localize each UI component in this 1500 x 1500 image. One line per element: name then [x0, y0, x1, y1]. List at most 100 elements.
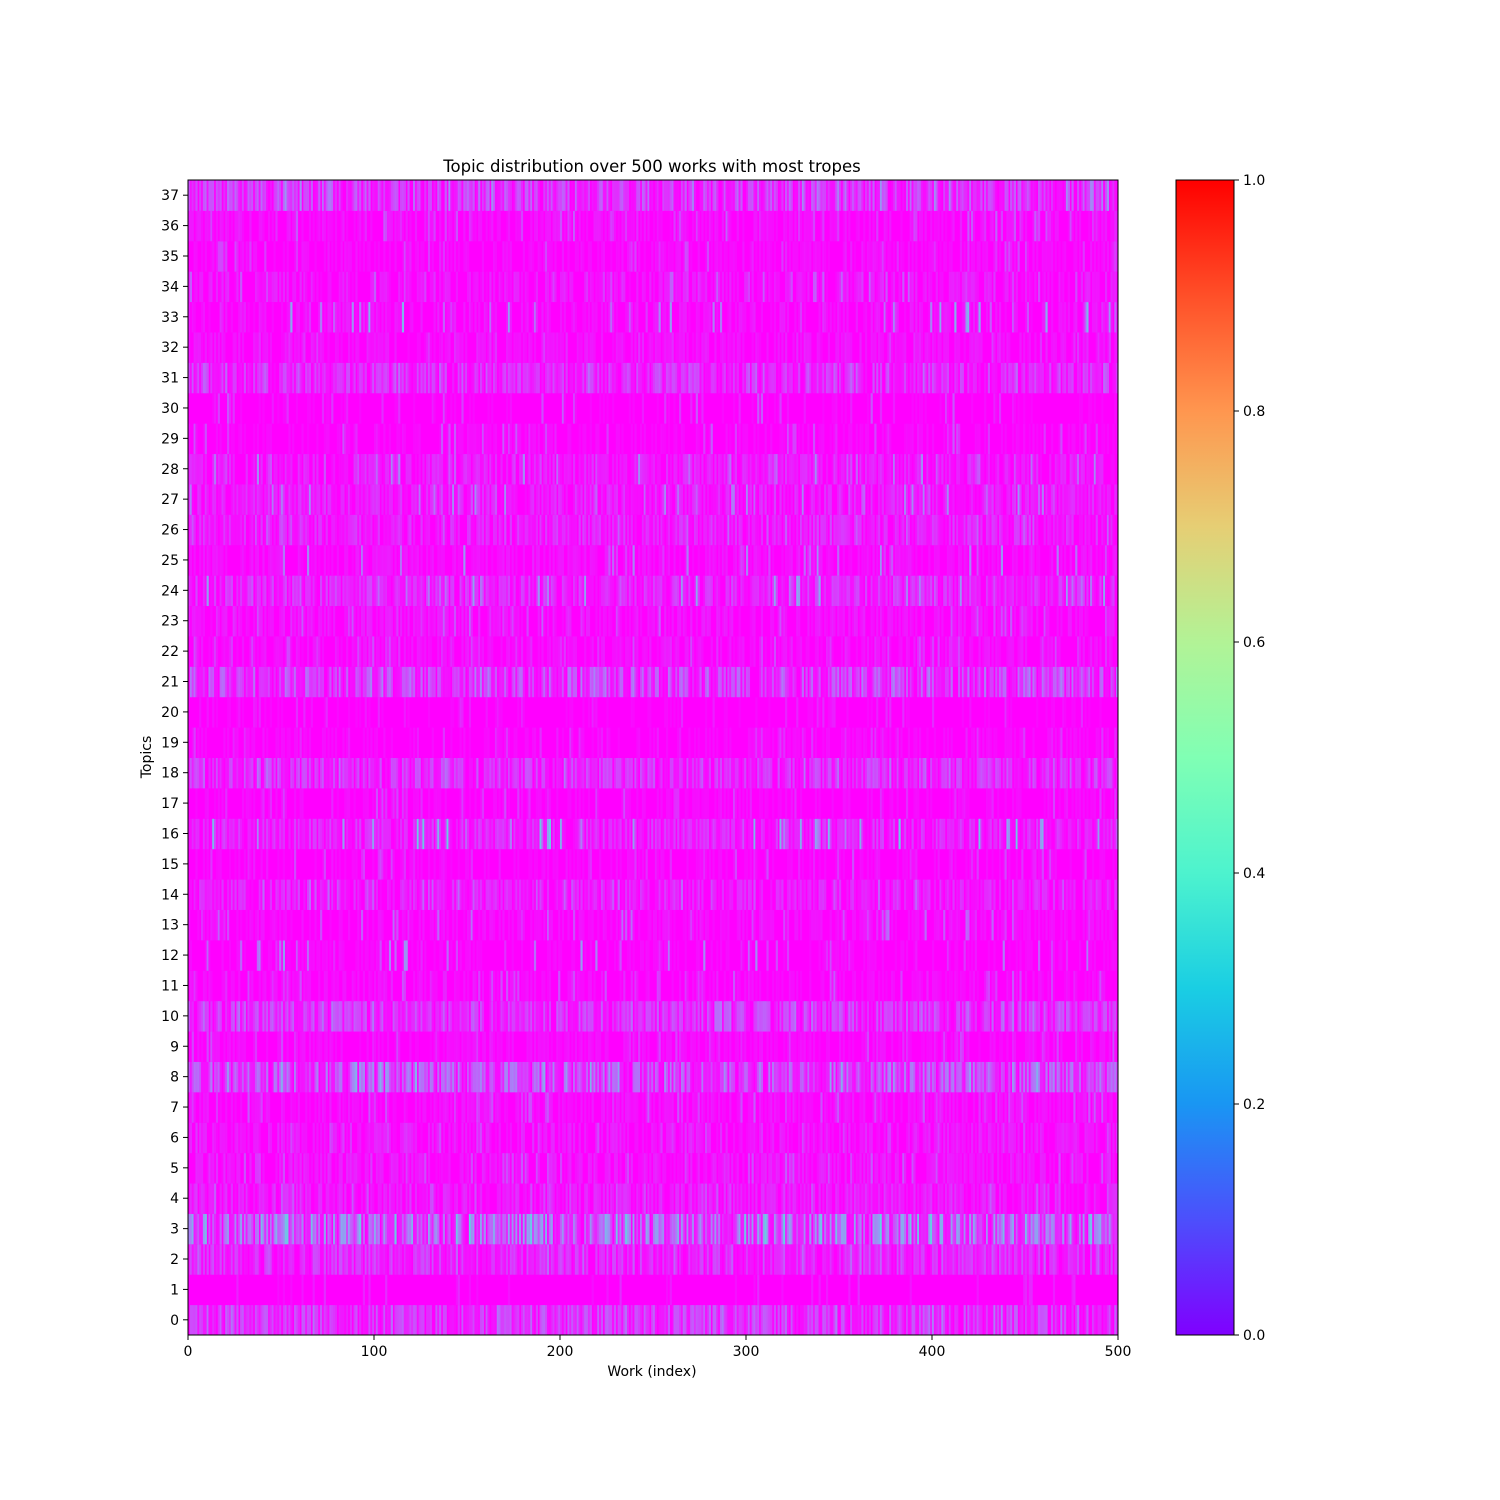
heatmap-cell — [1071, 1000, 1074, 1032]
heatmap-cell — [331, 1304, 334, 1336]
heatmap-cell — [612, 1091, 615, 1123]
heatmap-cell — [366, 1183, 369, 1214]
heatmap-cell — [214, 1213, 217, 1245]
heatmap-cell — [712, 1304, 715, 1336]
heatmap-cell — [1088, 1122, 1091, 1154]
heatmap-cell — [1093, 1091, 1096, 1123]
heatmap-cell — [798, 1061, 801, 1093]
heatmap-cell — [269, 1304, 272, 1336]
heatmap-cell — [1058, 939, 1061, 971]
heatmap-cell — [491, 1091, 494, 1123]
heatmap-cell — [400, 1152, 403, 1184]
heatmap-cell — [468, 1304, 472, 1336]
heatmap-cell — [424, 1152, 427, 1184]
heatmap-cell — [625, 1031, 628, 1062]
heatmap-cell — [533, 1061, 537, 1093]
heatmap-cell — [645, 1061, 648, 1093]
heatmap-cell — [770, 909, 773, 941]
heatmap-cell — [273, 970, 276, 1002]
heatmap-cell — [485, 1061, 488, 1093]
heatmap-cell — [667, 909, 671, 941]
heatmap-cell — [933, 1183, 937, 1214]
heatmap-cell — [879, 909, 883, 941]
heatmap-cell — [679, 1304, 682, 1336]
heatmap-cell — [827, 1031, 830, 1062]
heatmap-cell — [1108, 909, 1111, 941]
heatmap-cell — [1038, 970, 1041, 1002]
heatmap-cell — [455, 970, 458, 1002]
heatmap-cell — [928, 1183, 931, 1214]
heatmap-cell — [662, 1304, 665, 1336]
heatmap-cell — [932, 1304, 935, 1336]
heatmap-cell — [191, 1091, 194, 1123]
heatmap-cell — [918, 1000, 922, 1032]
heatmap-cell — [948, 939, 951, 971]
heatmap-cell — [972, 1183, 976, 1214]
heatmap-cell — [842, 1091, 845, 1123]
heatmap-cell — [909, 879, 912, 910]
heatmap-cell — [1101, 1000, 1104, 1032]
heatmap-cell — [835, 879, 838, 910]
heatmap-cell — [703, 939, 706, 971]
heatmap-cell — [390, 970, 393, 1002]
heatmap-cell — [351, 1000, 354, 1032]
heatmap-cell — [368, 1274, 371, 1306]
heatmap-cell — [450, 1061, 453, 1093]
heatmap-cell — [303, 1031, 306, 1062]
heatmap-cell — [1088, 970, 1091, 1002]
heatmap-cell — [866, 970, 870, 1002]
heatmap-cell — [530, 970, 533, 1002]
heatmap-cell — [643, 1152, 646, 1184]
heatmap-cell — [390, 1152, 393, 1184]
heatmap-cell — [1112, 848, 1115, 880]
heatmap-cell — [403, 1243, 406, 1275]
heatmap-cell — [1099, 1243, 1102, 1275]
heatmap-cell — [643, 1000, 646, 1032]
heatmap-cell — [578, 1243, 581, 1275]
heatmap-cell — [269, 939, 272, 971]
heatmap-cell — [321, 939, 325, 971]
heatmap-cell — [1023, 1213, 1026, 1245]
heatmap-cell — [210, 970, 213, 1002]
heatmap-cell — [318, 1183, 321, 1214]
heatmap-cell — [513, 970, 516, 1002]
heatmap-row-topic-4 — [188, 1183, 1119, 1214]
heatmap-cell — [236, 1000, 239, 1032]
heatmap-cell — [494, 1122, 498, 1154]
heatmap-cell — [563, 1000, 566, 1032]
heatmap-cell — [850, 1000, 853, 1032]
heatmap-cell — [974, 879, 977, 910]
heatmap-cell — [201, 1122, 204, 1154]
heatmap-cell — [721, 1091, 724, 1123]
heatmap-cell — [297, 1152, 300, 1184]
heatmap-cell — [872, 1243, 875, 1275]
heatmap-cell — [351, 1061, 354, 1093]
heatmap-cell — [777, 1213, 780, 1245]
heatmap-cell — [993, 1183, 996, 1214]
heatmap-cell — [814, 879, 817, 910]
heatmap-cell — [654, 909, 658, 941]
heatmap-cell — [502, 909, 505, 941]
heatmap-cell — [669, 939, 672, 971]
heatmap-cell — [238, 1243, 241, 1275]
heatmap-cell — [710, 1183, 713, 1214]
heatmap-cell — [210, 1213, 213, 1245]
heatmap-cell — [530, 1213, 533, 1245]
heatmap-cell — [859, 1304, 862, 1336]
heatmap-cell — [892, 879, 896, 910]
heatmap-cell — [338, 939, 341, 971]
heatmap-cell — [1049, 909, 1052, 941]
heatmap-cell — [303, 1000, 306, 1032]
heatmap-cell — [824, 848, 827, 880]
heatmap-cell — [414, 1061, 418, 1093]
heatmap-cell — [796, 909, 799, 941]
heatmap-cell — [775, 1152, 778, 1184]
heatmap-cell — [1038, 848, 1041, 880]
heatmap-cell — [189, 1061, 193, 1093]
heatmap-cell — [435, 1091, 438, 1123]
heatmap-cell — [1116, 1183, 1119, 1214]
heatmap-cell — [1060, 1304, 1063, 1336]
heatmap-cell — [595, 1031, 598, 1062]
heatmap-cell — [714, 1091, 717, 1123]
heatmap-cell — [308, 1061, 312, 1093]
